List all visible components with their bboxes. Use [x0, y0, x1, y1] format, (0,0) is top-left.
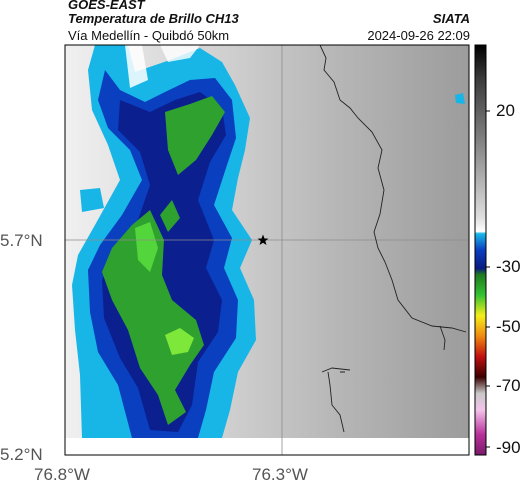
cloud-brightgreen-layer — [135, 222, 194, 355]
lon-tick-label: 76.3°W — [252, 465, 308, 484]
map-frame — [64, 44, 470, 456]
lat-tick-label: 5.2°N — [0, 445, 43, 464]
route-subtitle: Vía Medellín - Quibdó 50km — [68, 28, 230, 43]
colorbar-label: -70 — [496, 376, 521, 395]
lon-tick-label: 76.8°W — [34, 465, 90, 484]
colorbar-label: -30 — [496, 257, 521, 276]
colorbar-label: -90 — [496, 438, 521, 457]
colorbar-label: -50 — [496, 317, 521, 336]
colorbar-ticks — [486, 110, 490, 448]
product-title: Temperatura de Brillo CH13 — [68, 11, 239, 26]
star-icon — [257, 234, 269, 245]
satellite-title: GOES-EAST — [68, 0, 145, 12]
timestamp: 2024-09-26 22:09 — [367, 28, 470, 43]
cloud-green-layer — [102, 96, 225, 425]
department-boundary — [319, 45, 469, 433]
lat-tick-label: 5.7°N — [0, 231, 43, 250]
agency-label: SIATA — [432, 11, 470, 26]
colorbar — [474, 44, 487, 456]
colorbar-label: 20 — [496, 101, 515, 120]
